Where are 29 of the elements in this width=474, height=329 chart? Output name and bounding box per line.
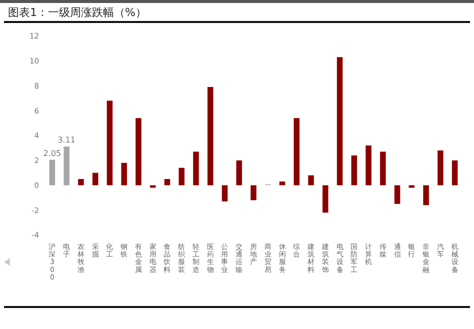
data-label: 3.11 [58,136,76,145]
bar [106,100,113,186]
bar [279,182,286,186]
bar [336,57,343,186]
bar [136,118,142,186]
bar [164,179,170,186]
bar [236,160,242,186]
bar [351,155,358,186]
bar [438,150,444,186]
bar [322,185,328,213]
bar [250,185,256,200]
bar [92,172,98,186]
bar [64,146,70,186]
bar [78,179,84,186]
bar [294,118,300,186]
bar [222,185,228,202]
bar [394,185,400,204]
bar [452,160,458,186]
data-label: 2.05 [43,148,62,158]
bar [178,168,184,186]
bar [49,160,56,186]
bar [308,175,314,186]
chart-title: 图表1：一级周涨跌幅（%） [8,6,146,19]
bar [380,152,386,186]
bar [207,86,214,186]
bar [366,145,372,186]
bar [193,152,199,186]
bar [423,185,429,206]
bar [121,162,127,186]
